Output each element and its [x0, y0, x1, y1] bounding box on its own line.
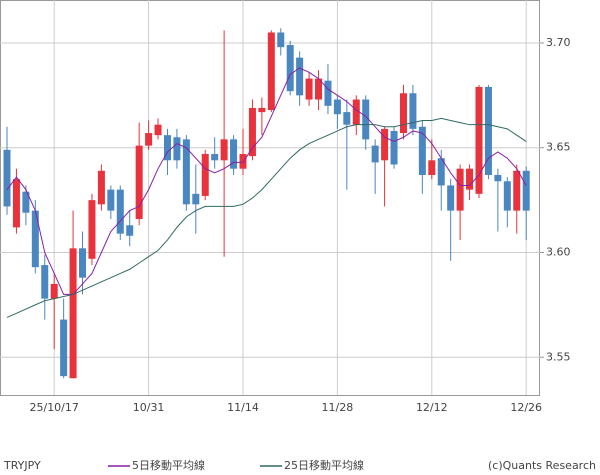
candle-body — [437, 158, 445, 186]
candle-body — [267, 32, 275, 111]
candle-body — [126, 225, 134, 236]
candle-body — [135, 145, 143, 219]
y-tick-label: 3.65 — [546, 141, 571, 154]
candle-body — [409, 93, 417, 129]
candle-body — [503, 181, 511, 211]
candle-body — [50, 283, 58, 299]
candle-body — [220, 139, 228, 161]
moving-average-line — [6, 117, 527, 318]
candle-body — [513, 170, 521, 211]
candle-body — [447, 185, 455, 211]
x-tick-label: 12/26 — [510, 401, 542, 414]
x-tick-label: 25/10/17 — [29, 401, 78, 414]
candle-body — [211, 154, 219, 161]
candle-body — [343, 112, 351, 125]
candle-body — [69, 248, 77, 379]
candle-body — [230, 139, 238, 169]
candle-body — [315, 78, 323, 100]
x-tick-label: 12/12 — [416, 401, 448, 414]
candle-body — [418, 126, 426, 175]
candle-body — [371, 145, 379, 163]
candle-body — [173, 137, 181, 161]
candle-body — [362, 99, 370, 140]
candle-body — [258, 107, 266, 113]
candle-body — [277, 32, 285, 48]
y-tick-label: 3.60 — [546, 246, 571, 259]
candle-body — [399, 93, 407, 134]
y-tick-label: 3.55 — [546, 350, 571, 363]
candle-body — [3, 149, 11, 207]
candle-body — [60, 319, 68, 377]
candle-body — [456, 168, 464, 211]
x-tick-label: 10/31 — [133, 401, 165, 414]
x-tick-label: 11/14 — [227, 401, 259, 414]
candle-body — [286, 45, 294, 92]
candle-body — [12, 179, 20, 228]
candle-body — [333, 99, 341, 115]
candle-body — [88, 200, 96, 259]
candle-body — [466, 168, 474, 190]
candle-body — [475, 86, 483, 194]
candle-body — [324, 80, 332, 106]
candle-body — [484, 86, 492, 175]
candle-body — [79, 248, 87, 278]
candle-body — [182, 139, 190, 205]
candle-body — [381, 128, 389, 161]
candle-body — [116, 189, 124, 234]
x-tick-label: 11/28 — [322, 401, 354, 414]
y-tick-label: 3.70 — [546, 36, 571, 49]
candle-body — [97, 170, 105, 205]
candle-body — [390, 130, 398, 165]
candle-body — [352, 99, 360, 125]
candle-body — [163, 135, 171, 161]
candle-body — [22, 191, 30, 213]
symbol: TRYJPY — [3, 459, 41, 472]
candle-body — [239, 154, 247, 169]
candle-body — [201, 154, 209, 196]
legend-label: 25日移動平均線 — [284, 458, 364, 472]
candle-body — [192, 193, 200, 205]
candle-body — [31, 210, 39, 268]
legend-label: 5日移動平均線 — [132, 458, 205, 472]
moving-average-line — [6, 67, 527, 295]
candle-body — [154, 124, 162, 136]
candle-body — [41, 265, 49, 299]
candle-body — [107, 189, 115, 211]
candle-body — [305, 78, 313, 100]
candle-body — [145, 133, 153, 146]
candle-body — [248, 107, 256, 157]
copyright: (c)Quants Research — [488, 459, 596, 472]
candle-body — [296, 57, 304, 96]
candle-body — [428, 160, 436, 175]
candle-body — [522, 170, 530, 211]
candle-body — [494, 174, 502, 182]
